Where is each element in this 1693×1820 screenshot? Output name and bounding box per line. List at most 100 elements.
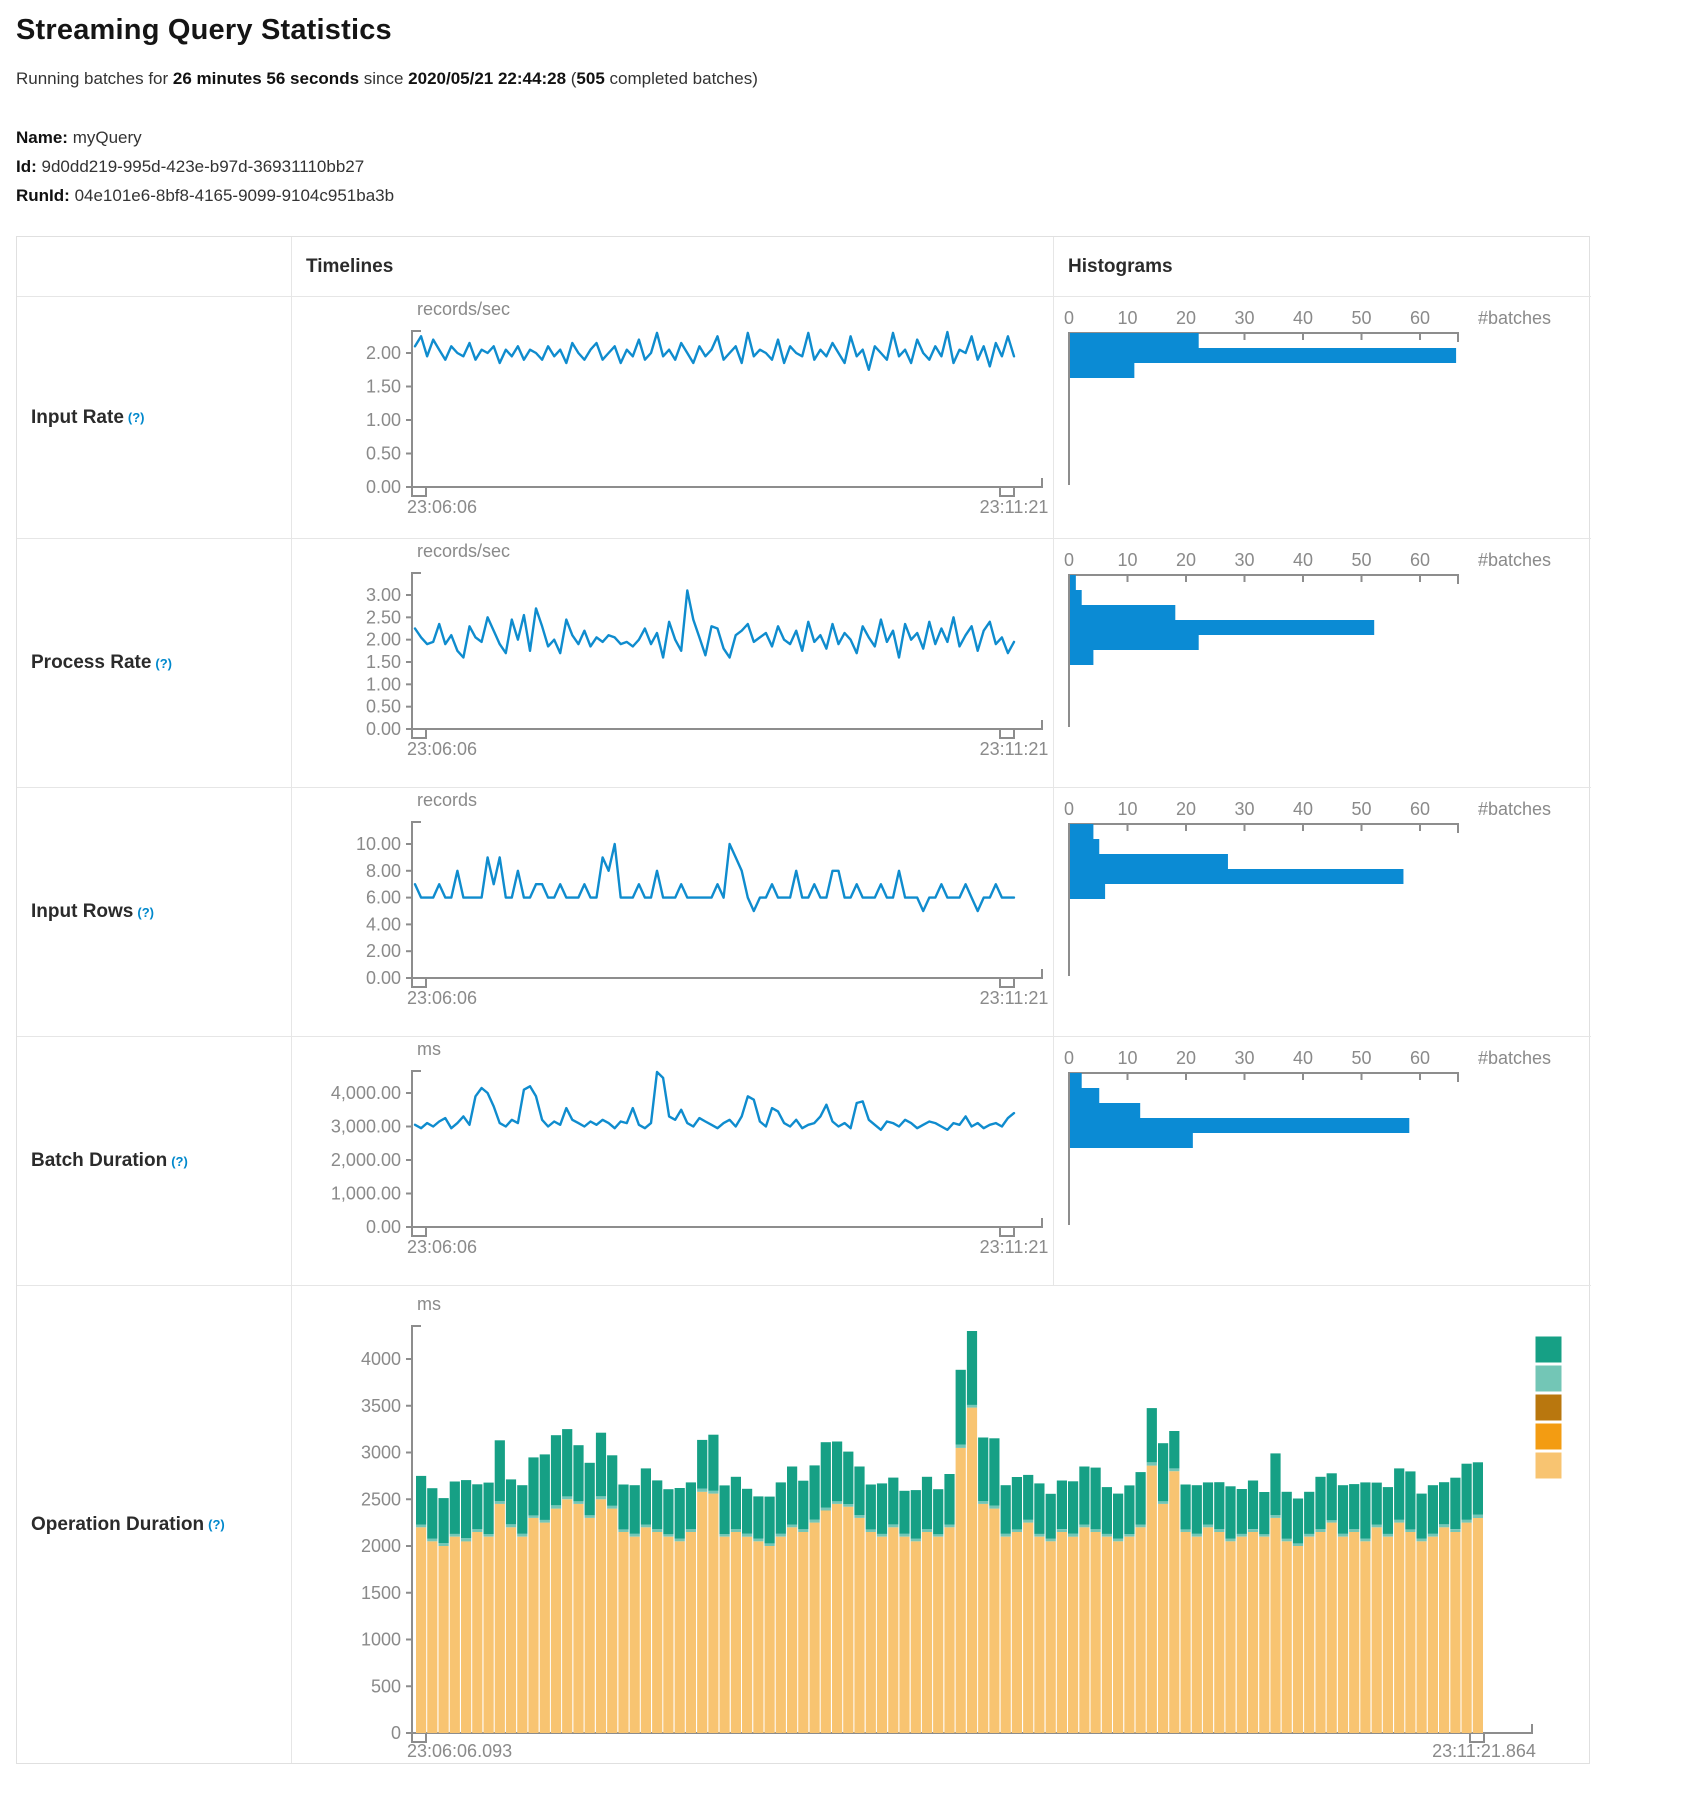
svg-text:0.00: 0.00 xyxy=(366,477,401,497)
process-rate-histogram-svg: 0 10 20 30 40 50 60 #batches xyxy=(1064,550,1551,727)
svg-text:0.00: 0.00 xyxy=(366,968,401,988)
svg-text:#batches: #batches xyxy=(1478,799,1551,819)
svg-text:records/sec: records/sec xyxy=(417,299,510,319)
svg-text:#batches: #batches xyxy=(1478,550,1551,570)
input-rate-help-icon[interactable]: (?) xyxy=(127,410,145,425)
input-rate-timeline-svg: 2.00 1.50 1.00 0.50 0.00 records/sec 23:06:06 2… xyxy=(366,299,1048,517)
summary-prefix: Running batches for xyxy=(16,69,173,88)
svg-text:23:06:06.093: 23:06:06.093 xyxy=(407,1741,512,1761)
runid-label: RunId: xyxy=(16,186,70,205)
operation-duration-chart: 4000 3500 3000 2500 2000 1500 1000 500 0 ms 23:06:… xyxy=(292,1286,1591,1763)
svg-text:23:11:21: 23:11:21 xyxy=(980,1237,1049,1257)
svg-text:0: 0 xyxy=(1064,308,1074,328)
batch-duration-timeline-chart: 4,000.00 3,000.00 2,000.00 1,000.00 0.00 ms 23… xyxy=(292,1037,1054,1286)
svg-text:3000: 3000 xyxy=(361,1443,401,1463)
svg-text:1,000.00: 1,000.00 xyxy=(331,1184,401,1204)
histograms-header-label: Histograms xyxy=(1068,255,1173,277)
runid-value: 04e101e6-8bf8-4165-9099-9104c951ba3b xyxy=(74,186,395,205)
start-timestamp: 2020/05/21 22:44:28 xyxy=(408,69,567,88)
batch-duration-histogram-chart: 0 10 20 30 40 50 60 #batches xyxy=(1054,1037,1591,1286)
batch-duration-timeline-svg: 4,000.00 3,000.00 2,000.00 1,000.00 0.00 ms 23… xyxy=(331,1039,1049,1257)
row-label-input-rows: Input Rows (?) xyxy=(17,788,292,1037)
running-duration: 26 minutes 56 seconds xyxy=(172,69,360,88)
svg-text:0: 0 xyxy=(1064,1048,1074,1068)
row-label-batch-duration: Batch Duration (?) xyxy=(17,1037,292,1286)
input-rate-label: Input Rate xyxy=(31,406,124,428)
svg-text:0: 0 xyxy=(391,1723,401,1743)
input-rows-timeline-chart: 10.00 8.00 6.00 4.00 2.00 0.00 records 23:06:06… xyxy=(292,788,1054,1037)
svg-text:4.00: 4.00 xyxy=(366,914,401,934)
svg-text:23:06:06: 23:06:06 xyxy=(407,988,477,1008)
row-label-process-rate: Process Rate (?) xyxy=(17,539,292,788)
svg-text:20: 20 xyxy=(1176,799,1196,819)
svg-text:23:11:21.864: 23:11:21.864 xyxy=(1432,1741,1536,1761)
statistics-table: Timelines Histograms Input Rate (?) 2.00 1… xyxy=(16,236,1591,1764)
svg-text:1.00: 1.00 xyxy=(366,674,401,694)
svg-text:0: 0 xyxy=(1064,550,1074,570)
input-rate-histogram-svg: 0 10 20 30 40 50 60 #batches xyxy=(1064,308,1551,485)
svg-text:23:06:06: 23:06:06 xyxy=(407,739,477,759)
operation-duration-label: Operation Duration xyxy=(31,1513,205,1535)
process-rate-timeline-svg: 3.002.50 2.001.501.00 0.500.00 records/sec 2… xyxy=(366,541,1048,759)
svg-text:1.00: 1.00 xyxy=(366,410,401,430)
svg-text:40: 40 xyxy=(1293,1048,1313,1068)
query-metadata: Name: myQuery Id: 9d0dd219-995d-423e-b97… xyxy=(16,123,1693,210)
input-rows-help-icon[interactable]: (?) xyxy=(137,904,154,920)
svg-text:2500: 2500 xyxy=(361,1489,401,1509)
summary-mid: since xyxy=(359,69,409,88)
process-rate-histogram-chart: 0 10 20 30 40 50 60 #batches xyxy=(1054,539,1591,788)
svg-text:0: 0 xyxy=(1064,799,1074,819)
svg-text:3,000.00: 3,000.00 xyxy=(331,1117,401,1137)
svg-text:0.00: 0.00 xyxy=(366,1217,401,1237)
svg-text:2000: 2000 xyxy=(361,1536,401,1556)
svg-text:ms: ms xyxy=(417,1294,441,1314)
svg-text:23:06:06: 23:06:06 xyxy=(407,1237,477,1257)
name-label: Name: xyxy=(16,128,68,147)
svg-text:1500: 1500 xyxy=(361,1583,401,1603)
svg-text:40: 40 xyxy=(1293,308,1313,328)
svg-text:50: 50 xyxy=(1351,550,1371,570)
svg-text:40: 40 xyxy=(1293,799,1313,819)
svg-text:30: 30 xyxy=(1234,1048,1254,1068)
header-histograms: Histograms xyxy=(1054,237,1591,297)
input-rows-histogram-chart: 0 10 20 30 40 50 60 #batches xyxy=(1054,788,1591,1037)
svg-text:23:06:06: 23:06:06 xyxy=(407,497,477,517)
timelines-header-label: Timelines xyxy=(306,255,394,277)
svg-text:2.50: 2.50 xyxy=(366,607,401,627)
svg-text:records: records xyxy=(417,790,477,810)
svg-text:ms: ms xyxy=(417,1039,441,1059)
svg-text:2.00: 2.00 xyxy=(366,941,401,961)
svg-text:2.00: 2.00 xyxy=(366,343,401,363)
batch-duration-help-icon[interactable]: (?) xyxy=(171,1153,188,1169)
header-timelines: Timelines xyxy=(292,237,1054,297)
svg-text:#batches: #batches xyxy=(1478,308,1551,328)
svg-text:23:11:21: 23:11:21 xyxy=(980,988,1049,1008)
running-batches-summary: Running batches for 26 minutes 56 second… xyxy=(16,69,1693,89)
svg-text:20: 20 xyxy=(1176,1048,1196,1068)
svg-text:1.50: 1.50 xyxy=(366,377,401,397)
svg-text:10: 10 xyxy=(1117,550,1137,570)
name-value: myQuery xyxy=(72,128,142,147)
process-rate-help-icon[interactable]: (?) xyxy=(155,655,173,671)
svg-text:500: 500 xyxy=(371,1676,401,1696)
svg-text:60: 60 xyxy=(1410,1048,1430,1068)
svg-text:#batches: #batches xyxy=(1478,1048,1551,1068)
completed-batches-count: 505 xyxy=(576,69,605,88)
row-label-input-rate: Input Rate (?) xyxy=(17,297,292,539)
svg-text:0.00: 0.00 xyxy=(366,719,401,739)
svg-text:20: 20 xyxy=(1176,550,1196,570)
id-label: Id: xyxy=(16,157,37,176)
operation-duration-svg: 4000 3500 3000 2500 2000 1500 1000 500 0 ms 23:06:… xyxy=(361,1294,1563,1761)
svg-text:30: 30 xyxy=(1234,550,1254,570)
svg-text:4,000.00: 4,000.00 xyxy=(331,1083,401,1103)
svg-text:10: 10 xyxy=(1117,308,1137,328)
svg-text:10: 10 xyxy=(1117,799,1137,819)
input-rows-timeline-svg: 10.00 8.00 6.00 4.00 2.00 0.00 records 23:06:06… xyxy=(356,790,1049,1008)
query-id-line: Id: 9d0dd219-995d-423e-b97d-36931110bb27 xyxy=(16,152,1693,181)
operation-duration-help-icon[interactable]: (?) xyxy=(208,1517,225,1532)
row-label-operation-duration: Operation Duration (?) xyxy=(17,1286,292,1763)
svg-text:0.50: 0.50 xyxy=(366,444,401,464)
svg-text:60: 60 xyxy=(1410,550,1430,570)
query-runid-line: RunId: 04e101e6-8bf8-4165-9099-9104c951b… xyxy=(16,181,1693,210)
id-value: 9d0dd219-995d-423e-b97d-36931110bb27 xyxy=(41,157,365,176)
